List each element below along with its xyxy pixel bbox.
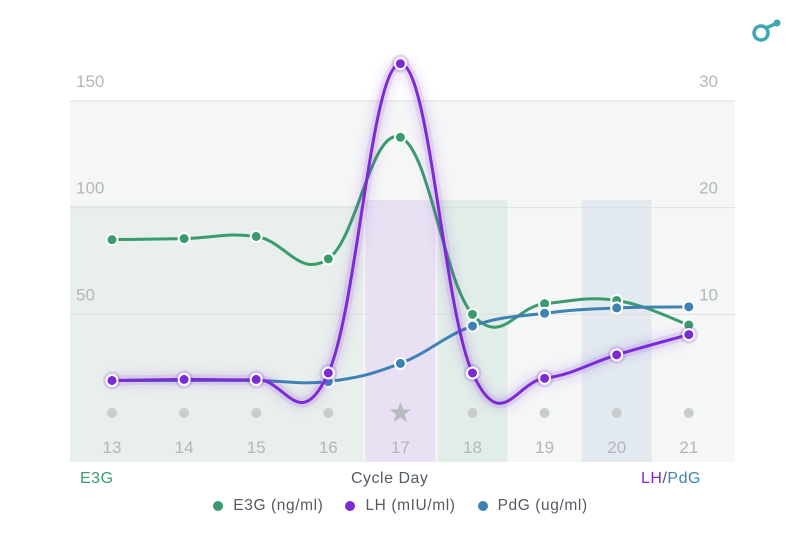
x-tick-label: 19: [535, 438, 554, 457]
range-band: [70, 205, 364, 462]
legend-label: E3G (ng/ml): [233, 497, 324, 514]
x-tick-label: 15: [247, 438, 266, 457]
data-point[interactable]: [249, 372, 263, 386]
data-point[interactable]: [466, 366, 479, 380]
data-point[interactable]: [610, 348, 624, 362]
legend-dot: [345, 501, 356, 511]
highlighted-day-column: [581, 200, 652, 462]
day-marker-dot[interactable]: [179, 408, 190, 418]
highlighted-day-column: [365, 200, 436, 462]
series-e3g: [105, 130, 696, 332]
left-tick-label: 150: [76, 72, 104, 91]
right-axis-title: LH/PdG: [641, 470, 701, 488]
day-marker-dot[interactable]: [251, 408, 262, 418]
data-point[interactable]: [610, 301, 624, 315]
right-tick-label: 20: [699, 179, 718, 198]
day-marker-dot[interactable]: [467, 408, 478, 418]
x-tick-label: 21: [679, 438, 698, 457]
right-tick-label: 30: [699, 72, 718, 91]
day-marker-dot[interactable]: [539, 408, 550, 418]
data-point[interactable]: [105, 373, 119, 387]
right-axis-title-pdg: PdG: [667, 470, 701, 487]
day-marker-dot[interactable]: [683, 408, 694, 418]
day-marker-dot[interactable]: [323, 408, 334, 418]
data-point[interactable]: [393, 57, 407, 71]
data-point[interactable]: [321, 252, 335, 266]
data-point[interactable]: [105, 233, 119, 247]
data-point[interactable]: [393, 356, 407, 370]
legend-label: PdG (ug/ml): [497, 497, 588, 514]
day-marker-dot[interactable]: [611, 408, 622, 418]
chart-legend: E3G (ng/ml) LH (mIU/ml) PdG (ug/ml): [0, 497, 801, 515]
data-point[interactable]: [538, 306, 552, 320]
x-axis-title: Cycle Day: [351, 470, 429, 487]
ovulation-logo-icon[interactable]: [750, 18, 784, 51]
left-axis-title: E3G: [80, 470, 114, 487]
legend-item-lh[interactable]: LH (mIU/ml): [345, 497, 455, 515]
right-axis-title-separator: /: [662, 470, 668, 487]
x-tick-label: 14: [175, 438, 194, 457]
day-marker-dot[interactable]: [107, 408, 117, 418]
x-tick-label: 18: [463, 438, 482, 457]
data-point[interactable]: [538, 371, 552, 385]
data-point[interactable]: [682, 328, 696, 342]
series-lh: [103, 54, 698, 409]
data-point[interactable]: [177, 372, 191, 386]
data-point[interactable]: [466, 307, 479, 321]
right-axis-title-lh: LH: [641, 470, 663, 487]
data-point[interactable]: [682, 300, 696, 314]
x-tick-label: 13: [103, 438, 122, 457]
data-point[interactable]: [249, 229, 263, 243]
legend-dot: [213, 501, 224, 511]
peak-day-star-icon[interactable]: [389, 402, 411, 422]
legend-label: LH (mIU/ml): [365, 497, 456, 514]
data-point[interactable]: [321, 366, 335, 380]
x-tick-label: 17: [391, 438, 410, 457]
left-tick-label: 50: [76, 285, 95, 304]
data-point[interactable]: [177, 232, 191, 246]
legend-dot: [477, 501, 488, 511]
data-point[interactable]: [466, 319, 479, 333]
legend-item-e3g[interactable]: E3G (ng/ml): [213, 497, 323, 515]
data-point[interactable]: [393, 130, 407, 144]
right-tick-label: 10: [699, 285, 718, 304]
legend-item-pdg[interactable]: PdG (ug/ml): [477, 497, 588, 515]
left-tick-label: 100: [76, 179, 104, 198]
x-tick-label: 16: [319, 438, 338, 457]
x-tick-label: 20: [607, 438, 626, 457]
